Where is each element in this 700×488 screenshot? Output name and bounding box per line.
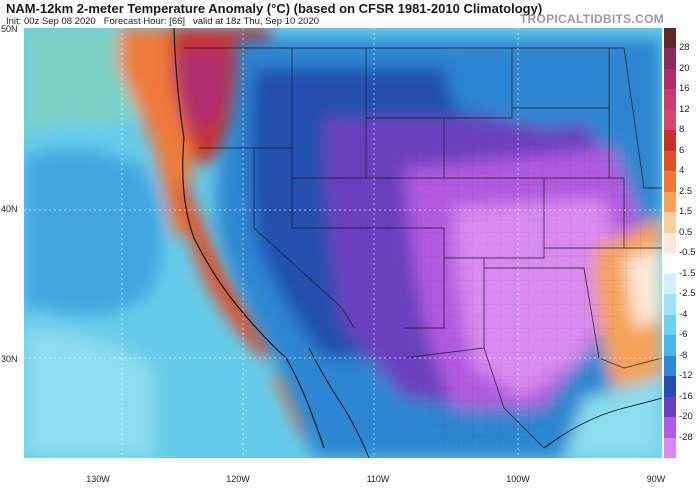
colorbar-segment [664, 396, 676, 418]
valid-time: valid at 18z Thu, Sep 10 2020 [192, 16, 320, 27]
subtitle: Init: 00z Sep 08 2020 Forecast Hour: [66… [6, 16, 319, 27]
colorbar-label: 16 [679, 83, 690, 95]
colorbar-segment [664, 89, 676, 111]
colorbar-label: -28 [679, 431, 693, 443]
county-grid [344, 138, 644, 448]
colorbar-segment [664, 437, 676, 459]
colorbar: 28 20 16 12 8 6 4 2.5 1.5 0.5 -0.5 -1.5 -2.5 -4 -6 -8 -1… [662, 28, 700, 459]
gulf-coast [543, 397, 662, 449]
lon-label-90w: 90W [646, 474, 666, 484]
colorbar-segment [664, 355, 676, 377]
colorbar-label: 28 [679, 42, 690, 54]
lon-label-120w: 120W [226, 474, 250, 484]
baja-coast [308, 347, 370, 458]
pacific-anomaly-blue [24, 150, 162, 315]
lat-label-30n: 30N [1, 354, 18, 364]
graticule [24, 28, 662, 458]
coastline [173, 28, 325, 449]
northwest-hot-core [174, 48, 228, 133]
colorbar-label: 12 [679, 103, 690, 115]
colorbar-label: -0.5 [679, 247, 696, 259]
anomaly-map [24, 28, 662, 458]
map-title: NAM-12km 2-meter Temperature Anomaly (°C… [6, 1, 543, 16]
colorbar-segment [664, 171, 676, 193]
colorbar-label: 1.5 [679, 206, 693, 218]
lat-label-40n: 40N [1, 204, 18, 214]
colorbar-segment [664, 294, 676, 316]
colorbar-segment [664, 109, 676, 131]
colorbar-segment [664, 273, 676, 295]
colorbar-segment [664, 212, 676, 234]
colorbar-segment [664, 232, 676, 254]
colorbar-segment [664, 28, 676, 49]
lon-label-110w: 110W [366, 474, 390, 484]
header: NAM-12km 2-meter Temperature Anomaly (°C… [0, 0, 700, 28]
colorbar-segment [664, 68, 676, 90]
pacific-light-patch [24, 328, 154, 458]
colorbar-segment [664, 150, 676, 172]
colorbar-segment [664, 335, 676, 357]
state-boundaries [184, 47, 662, 449]
gulf-light [564, 378, 662, 458]
colorbar-label: 8 [679, 124, 685, 136]
colorbar-label: -4 [679, 308, 688, 320]
colorbar-label: -20 [679, 411, 693, 423]
lat-label-50n: 50N [1, 24, 18, 34]
colorbar-label: -2.5 [679, 288, 696, 300]
colorbar-label: -1.5 [679, 267, 696, 279]
colorbar-label: 20 [679, 62, 690, 74]
brand-watermark: TROPICALTIDBITS.COM [519, 12, 664, 26]
init-time: Init: 00z Sep 08 2020 [6, 16, 96, 27]
colorbar-label: -6 [679, 329, 688, 341]
colorbar-label: 2.5 [679, 185, 693, 197]
colorbar-segment [664, 130, 676, 152]
colorbar-label: -16 [679, 390, 693, 402]
lon-label-130w: 130W [86, 474, 110, 484]
colorbar-label: 0.5 [679, 226, 693, 238]
colorbar-segment [664, 253, 676, 275]
colorbar-segment [664, 314, 676, 336]
colorbar-label: -8 [679, 349, 688, 361]
california-warm [174, 178, 279, 358]
colorbar-label: 4 [679, 165, 685, 177]
colorbar-segment [664, 376, 676, 398]
lon-label-100w: 100W [506, 474, 530, 484]
colorbar-segment [664, 417, 676, 439]
colorbar-label: 6 [679, 144, 685, 156]
north-plains-blue [444, 58, 662, 128]
colorbar-segment [664, 48, 676, 70]
colorbar-label: -12 [679, 370, 693, 382]
forecast-hour: Forecast Hour: [66] [103, 16, 186, 27]
colorbar-segment [664, 191, 676, 213]
